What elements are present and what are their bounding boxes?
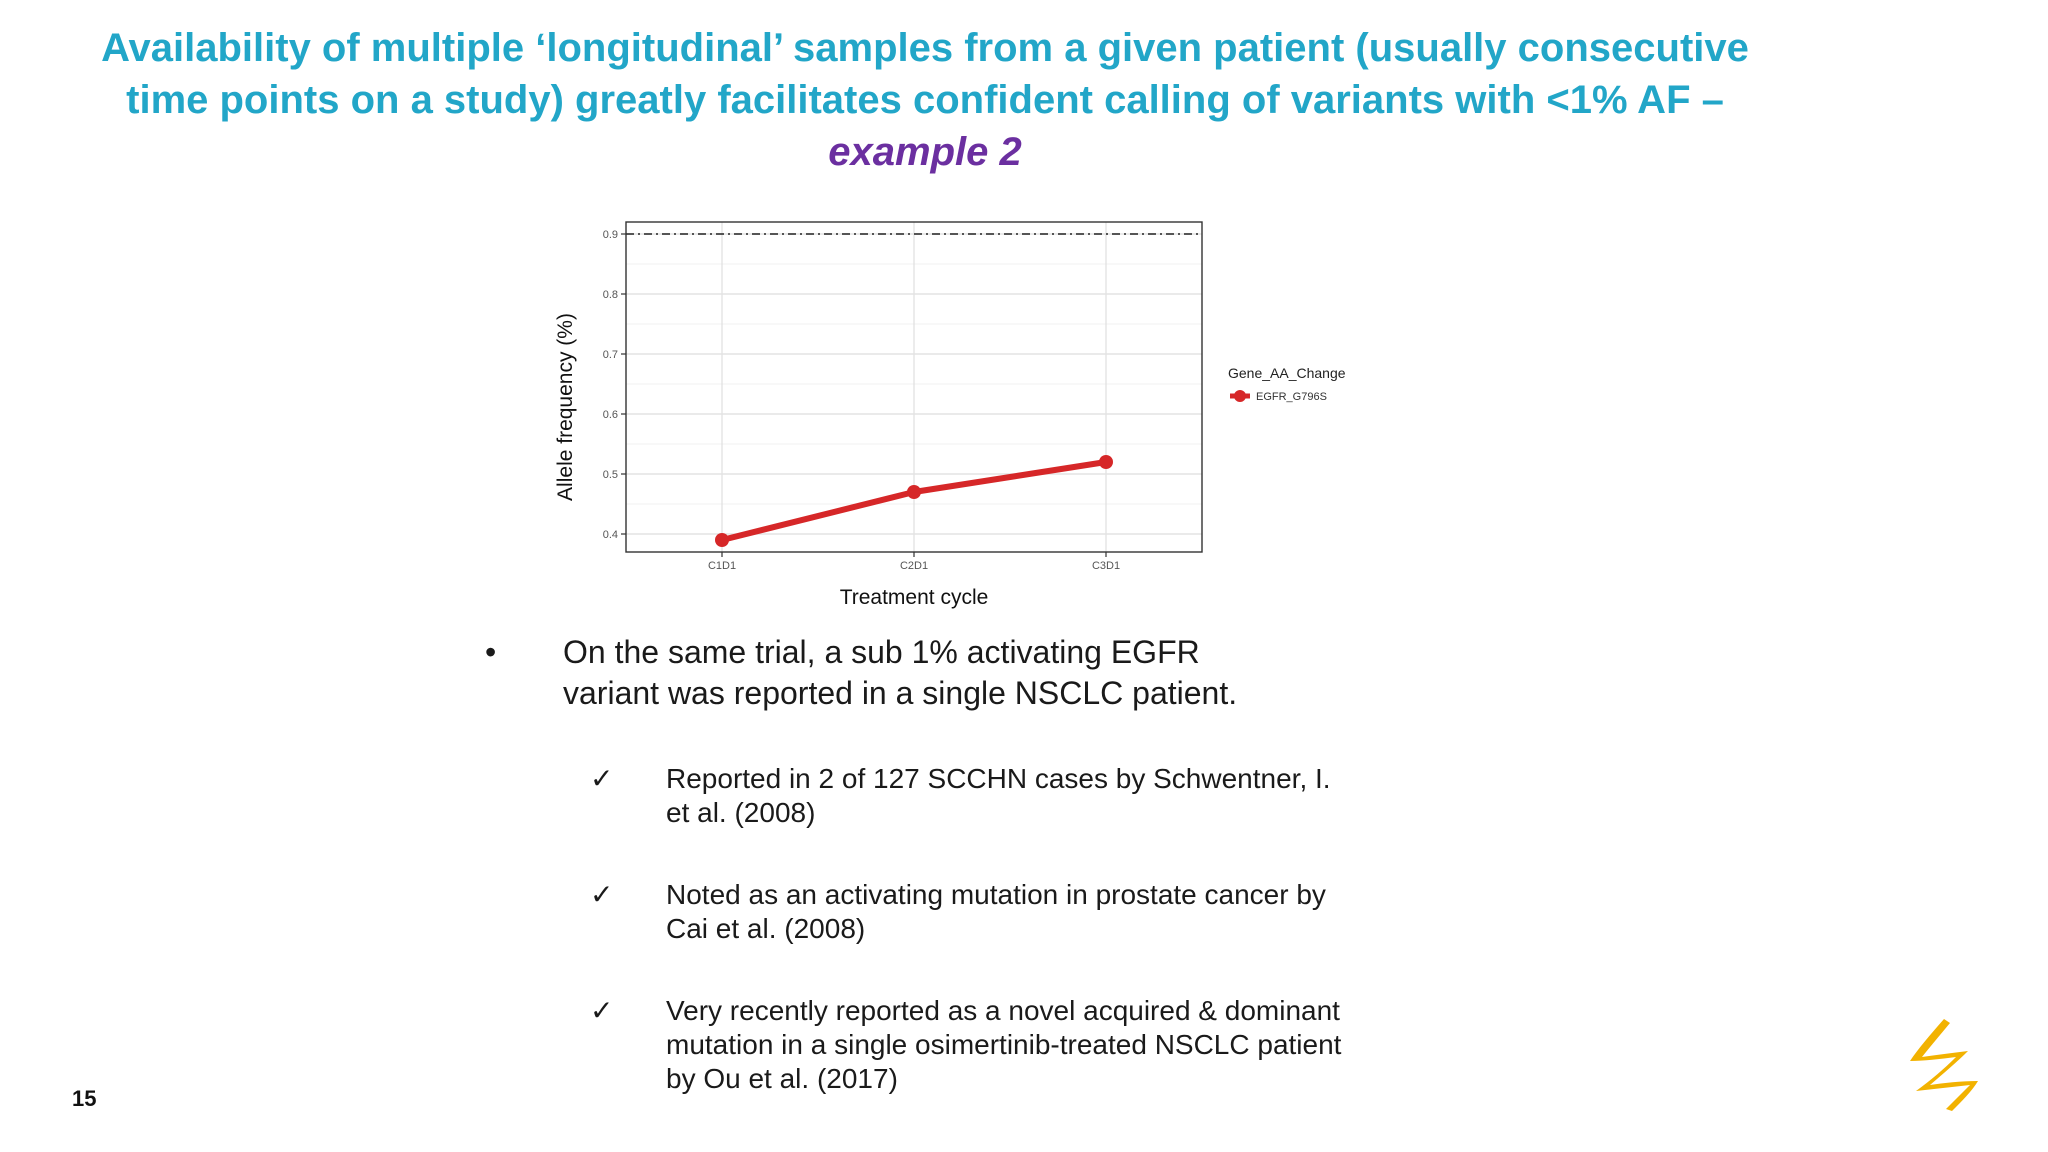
allele-frequency-chart: 0.4 0.5 0.6 0.7 0.8 0.9 C1D1 C2D1 C3D1 Treatment … — [540, 210, 1400, 620]
title-line-1: Availability of multiple ‘longitudinal’ … — [101, 26, 1749, 70]
check-item-text: Very recently reported as a novel acquir… — [666, 995, 1342, 1094]
checkmark-icon: ✓ — [590, 763, 614, 794]
page-number: 15 — [72, 1086, 97, 1111]
legend-title: Gene_AA_Change — [1228, 365, 1346, 381]
y-tick-label: 0.8 — [603, 289, 618, 301]
x-axis-title: Treatment cycle — [840, 586, 989, 609]
legend-swatch-point — [1234, 390, 1246, 402]
slide-title: Availability of multiple ‘longitudinal’ … — [30, 22, 1820, 178]
checkmark-icon: ✓ — [590, 995, 614, 1026]
y-axis-title: Allele frequency (%) — [554, 313, 577, 501]
y-tick-label: 0.5 — [603, 469, 618, 481]
y-tick-label: 0.4 — [603, 529, 618, 541]
title-line-2: time points on a study) greatly facilita… — [126, 78, 1724, 122]
company-logo-icon — [1910, 1019, 1978, 1111]
x-tick-label: C1D1 — [708, 560, 736, 572]
x-tick-label: C3D1 — [1092, 560, 1120, 572]
title-emphasis: example 2 — [828, 130, 1022, 174]
bullet-marker: • — [485, 634, 497, 670]
data-point — [907, 485, 921, 499]
check-item-text: Noted as an activating mutation in prost… — [666, 879, 1326, 944]
y-tick-label: 0.6 — [603, 409, 618, 421]
check-item-text: Reported in 2 of 127 SCCHN cases by Schw… — [666, 763, 1331, 828]
checkmark-icon: ✓ — [590, 879, 614, 910]
y-tick-label: 0.7 — [603, 349, 618, 361]
legend-label: EGFR_G796S — [1256, 391, 1327, 403]
data-point — [715, 533, 729, 547]
data-point — [1099, 455, 1113, 469]
chart-svg: 0.4 0.5 0.6 0.7 0.8 0.9 C1D1 C2D1 C3D1 Treatment … — [554, 221, 1346, 609]
main-bullet-text: On the same trial, a sub 1% activating E… — [563, 634, 1238, 711]
y-tick-label: 0.9 — [603, 229, 618, 241]
x-tick-label: C2D1 — [900, 560, 928, 572]
